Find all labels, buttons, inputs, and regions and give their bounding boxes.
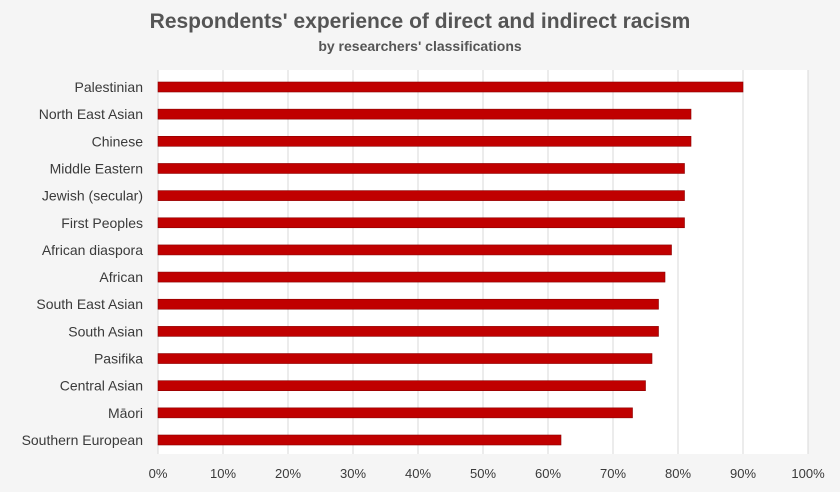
category-label: Southern European xyxy=(22,432,143,448)
x-tick-label: 50% xyxy=(470,466,496,481)
bar xyxy=(157,380,646,391)
x-axis-ticks: 0% 10% 20% 30% 40% 50% 60% 70% 80% 90% 100% xyxy=(149,466,825,481)
x-tick-label: 100% xyxy=(791,466,825,481)
category-label: African diaspora xyxy=(42,242,143,258)
category-label: Middle Eastern xyxy=(50,160,143,176)
chart-subtitle: by researchers' classifications xyxy=(318,38,522,54)
bar xyxy=(157,353,653,364)
bar xyxy=(157,190,685,201)
category-label: Māori xyxy=(108,405,143,421)
bar xyxy=(157,407,633,419)
x-tick-label: 0% xyxy=(149,466,168,481)
bar xyxy=(157,81,744,93)
category-label: First Peoples xyxy=(61,215,143,231)
x-tick-label: 40% xyxy=(405,466,431,481)
category-labels: Palestinian North East Asian Chinese Middle… xyxy=(22,79,144,448)
category-label: North East Asian xyxy=(39,106,143,122)
category-label: South Asian xyxy=(68,323,143,339)
bar xyxy=(157,244,672,256)
x-tick-label: 20% xyxy=(275,466,301,481)
category-label: Chinese xyxy=(92,133,144,149)
category-label: Pasifika xyxy=(94,351,143,367)
bar xyxy=(157,163,685,174)
category-label: Central Asian xyxy=(60,378,143,394)
bars xyxy=(157,81,744,446)
x-tick-label: 80% xyxy=(665,466,691,481)
category-label: Jewish (secular) xyxy=(42,188,143,204)
category-label: Palestinian xyxy=(75,79,144,95)
x-tick-label: 30% xyxy=(340,466,366,481)
bar xyxy=(157,434,562,446)
bar xyxy=(157,326,659,337)
bar xyxy=(157,271,666,283)
bar xyxy=(157,108,692,120)
category-label: South East Asian xyxy=(36,296,143,312)
bar xyxy=(157,298,659,310)
bar xyxy=(157,217,685,229)
x-tick-label: 70% xyxy=(600,466,626,481)
bar xyxy=(157,136,692,147)
x-tick-label: 90% xyxy=(730,466,756,481)
category-label: African xyxy=(99,269,143,285)
x-tick-label: 60% xyxy=(535,466,561,481)
x-tick-label: 10% xyxy=(210,466,236,481)
chart-title: Respondents' experience of direct and in… xyxy=(149,10,691,33)
